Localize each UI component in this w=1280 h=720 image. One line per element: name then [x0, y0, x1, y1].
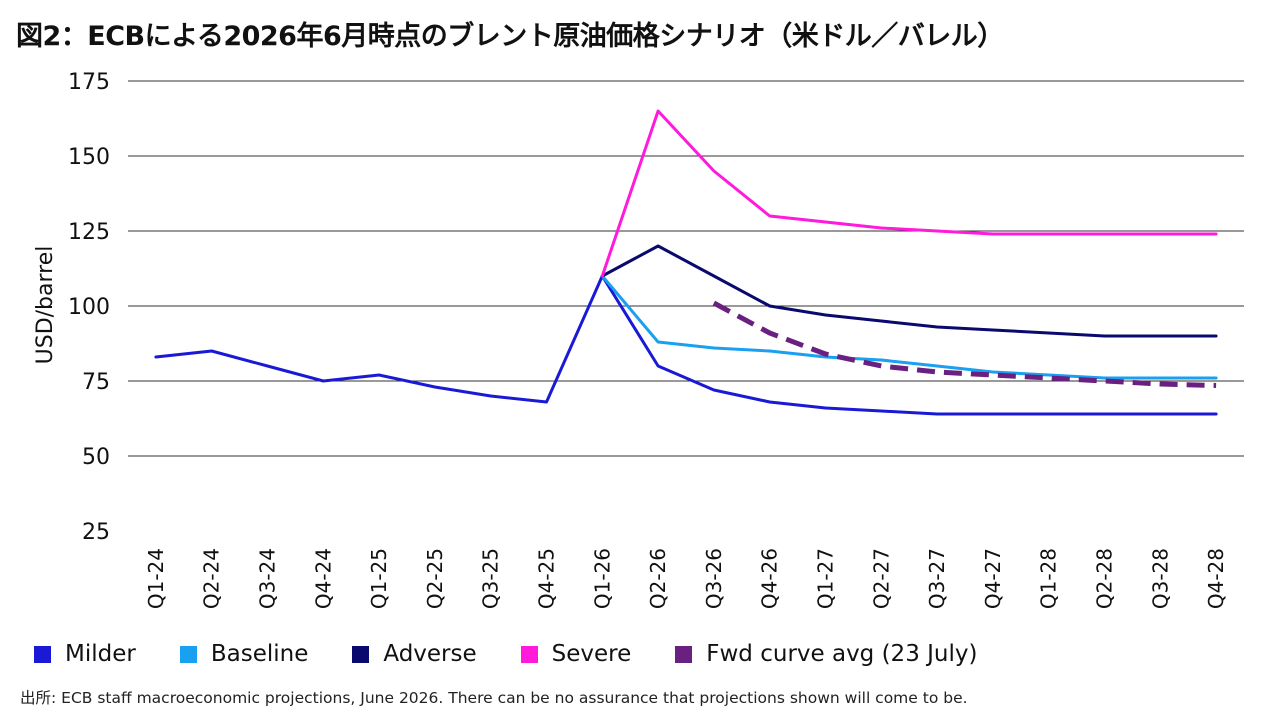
x-tick-label: Q3-26 [702, 548, 726, 609]
series-line-fwd [712, 300, 1217, 388]
x-tick-label: Q3-24 [256, 548, 280, 609]
legend-label-adverse: Adverse [383, 641, 477, 667]
series-line-severe [600, 109, 1218, 278]
legend-item-milder: Milder [34, 641, 136, 667]
y-tick-label: 175 [68, 70, 110, 95]
series-line-adverse [600, 244, 1218, 338]
x-tick-label: Q3-28 [1148, 548, 1172, 609]
x-tick-label: Q1-27 [814, 548, 838, 609]
x-tick-label: Q4-27 [981, 548, 1005, 609]
x-tick-label: Q1-28 [1037, 548, 1061, 609]
legend-swatch-fwd-curve [675, 645, 693, 663]
series-lines [154, 109, 1218, 416]
legend-label-fwd-curve: Fwd curve avg (23 July) [706, 641, 978, 667]
x-tick-label: Q2-25 [423, 548, 447, 609]
legend-swatch-baseline [179, 645, 197, 663]
x-tick-label: Q2-24 [200, 548, 224, 609]
y-tick-label: 125 [68, 220, 110, 245]
y-axis-label: USD/barrel [33, 246, 58, 365]
x-tick-label: Q2-26 [646, 548, 670, 609]
y-tick-label: 75 [82, 370, 110, 395]
y-tick-label: 50 [82, 445, 110, 470]
series-line-milder [154, 274, 1218, 416]
chart-title: 図2：ECBによる2026年6月時点のブレント原油価格シナリオ（米ドル／バレル） [16, 21, 1004, 52]
legend-item-fwd-curve: Fwd curve avg (23 July) [675, 641, 977, 667]
legend-swatch-milder [34, 645, 51, 663]
x-tick-label: Q4-25 [535, 548, 559, 609]
legend-label-milder: Milder [65, 641, 136, 667]
grid-lines [128, 80, 1244, 457]
x-tick-label: Q1-24 [144, 548, 168, 609]
x-tick-label: Q4-28 [1204, 548, 1228, 609]
legend-item-baseline: Baseline [179, 641, 309, 667]
x-tick-labels: Q1-24 Q2-24 Q3-24 Q4-24 Q1-25 Q2-25 Q3-25 Q4-25… [144, 548, 1228, 609]
legend: Milder Baseline Adverse Severe Fwd curve… [34, 637, 1021, 671]
y-tick-label: 100 [68, 295, 110, 320]
x-tick-label: Q3-27 [925, 548, 949, 609]
legend-swatch-severe [520, 645, 538, 663]
x-tick-label: Q2-28 [1093, 548, 1117, 609]
legend-swatch-adverse [352, 645, 370, 663]
y-tick-labels: 175 150 125 100 75 50 25 [68, 70, 110, 545]
y-tick-label: 25 [82, 520, 110, 545]
x-tick-label: Q4-26 [758, 548, 782, 609]
y-tick-label: 150 [68, 145, 110, 170]
series-line-baseline [600, 274, 1218, 380]
legend-item-adverse: Adverse [352, 641, 477, 667]
legend-label-severe: Severe [551, 641, 632, 667]
x-tick-label: Q2-27 [869, 548, 893, 609]
x-tick-label: Q1-26 [590, 548, 614, 609]
x-tick-label: Q4-24 [311, 548, 335, 609]
x-tick-label: Q1-25 [367, 548, 391, 609]
legend-item-severe: Severe [520, 641, 632, 667]
x-tick-label: Q3-25 [479, 548, 503, 609]
legend-label-baseline: Baseline [210, 641, 309, 667]
source-note: 出所: ECB staff macroeconomic projections,… [20, 689, 968, 707]
